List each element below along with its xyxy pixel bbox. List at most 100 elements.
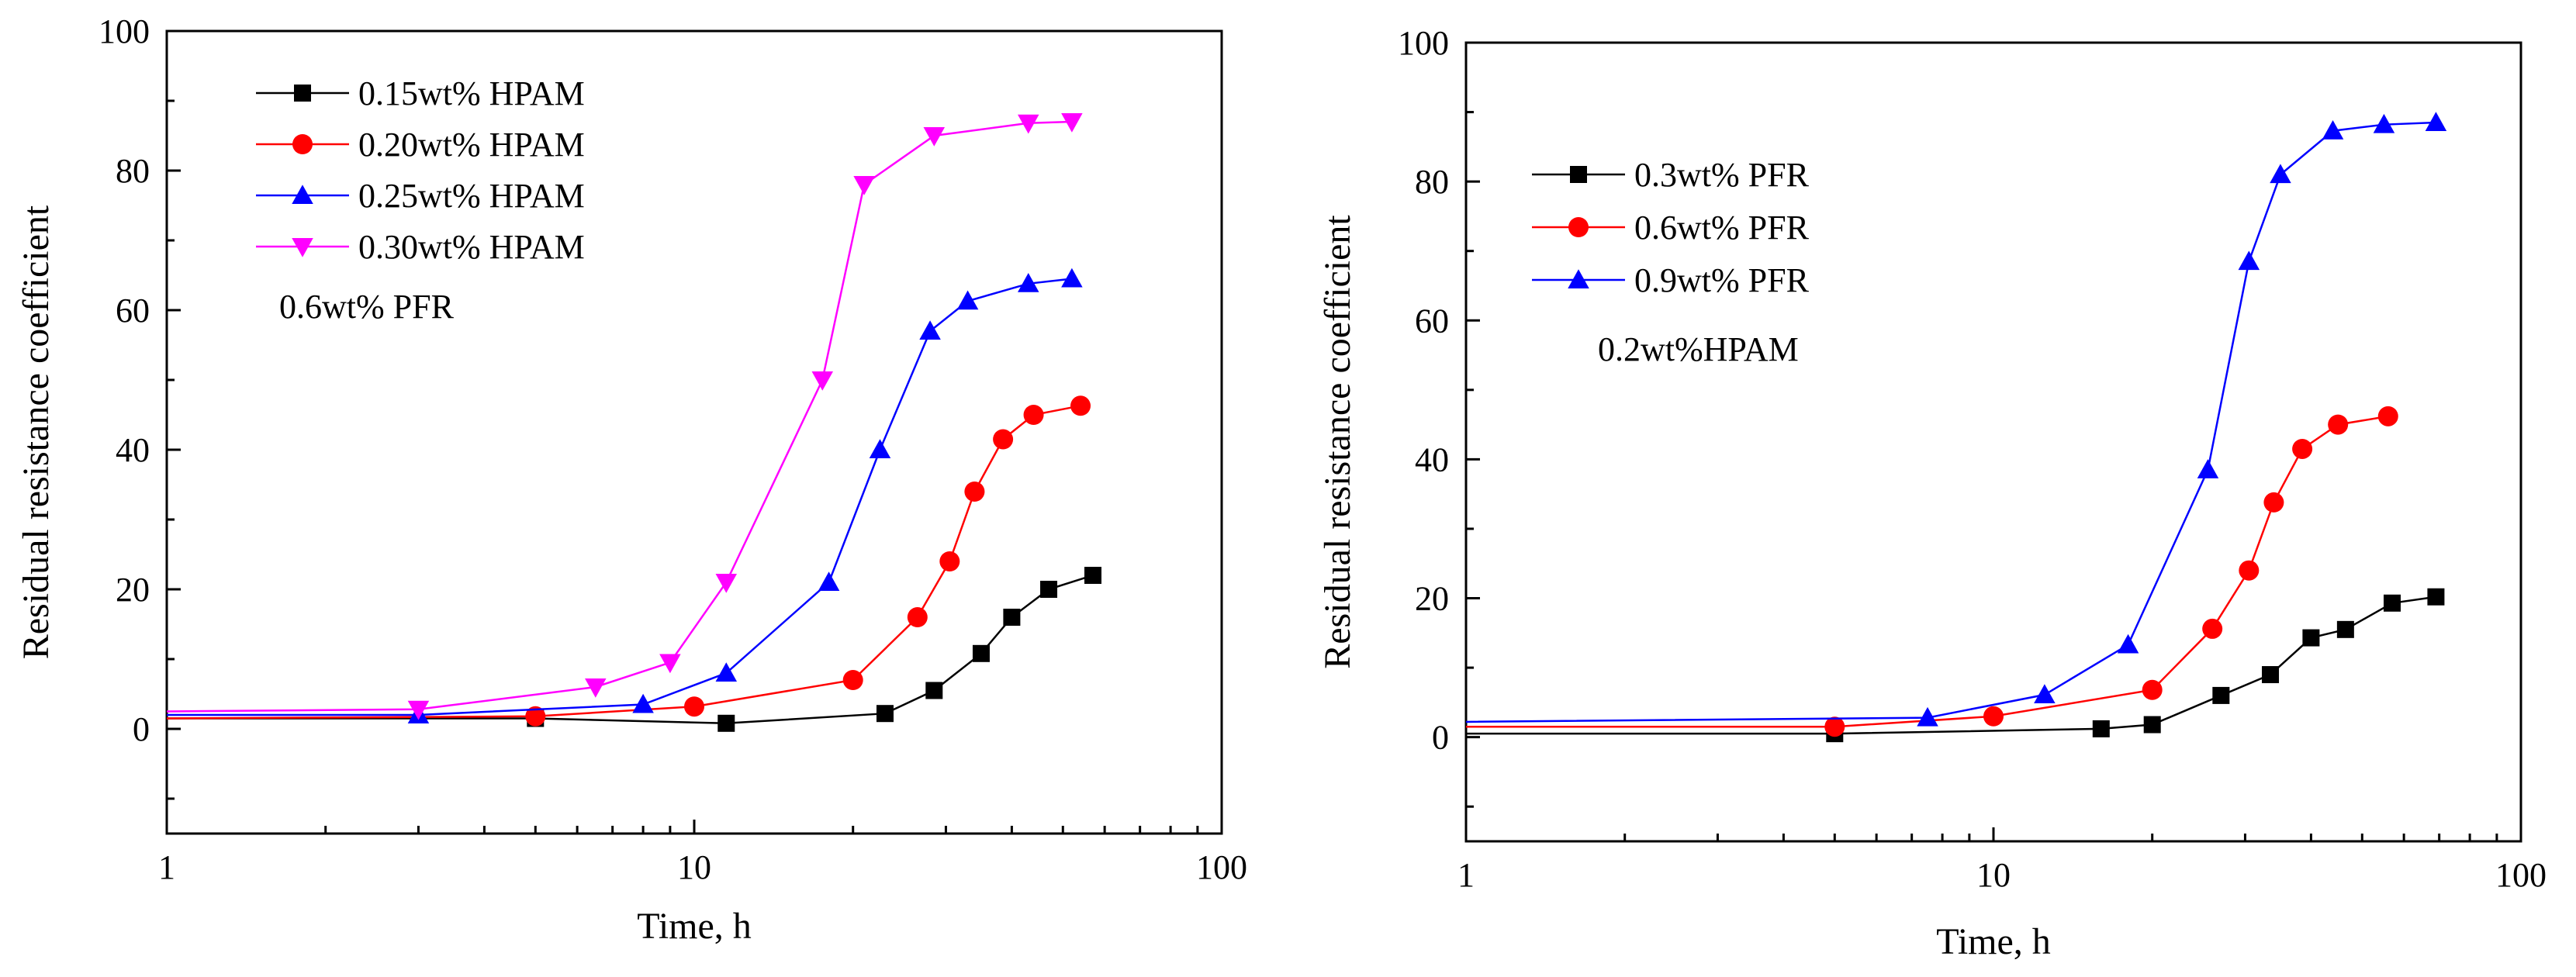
data-point: [2425, 112, 2447, 131]
data-point: [2373, 113, 2395, 133]
data-point: [659, 654, 681, 674]
x-tick-label: 100: [1196, 848, 1247, 886]
data-point: [876, 705, 894, 723]
y-tick-label: 40: [1415, 440, 1449, 478]
data-point: [2117, 633, 2139, 654]
legend-label: 0.25wt% HPAM: [358, 177, 585, 215]
legend-label: 0.9wt% PFR: [1634, 261, 1810, 299]
y-tick-label: 80: [116, 152, 150, 190]
series-line: [167, 278, 1073, 716]
data-point: [1568, 217, 1589, 237]
data-point: [292, 238, 313, 257]
y-tick-label: 80: [1415, 163, 1449, 201]
data-point: [1568, 269, 1589, 288]
data-point: [2262, 666, 2280, 684]
data-point: [1570, 166, 1587, 183]
data-point: [842, 670, 863, 690]
data-point: [2143, 716, 2161, 734]
data-point: [2336, 620, 2354, 638]
data-point: [2212, 686, 2230, 704]
data-point: [1917, 706, 1938, 727]
series-line: [1465, 121, 2436, 723]
data-point: [993, 429, 1014, 450]
data-point: [2239, 560, 2260, 581]
legend-label: 0.6wt% PFR: [1634, 209, 1810, 247]
data-point: [2383, 594, 2401, 612]
data-point: [585, 678, 607, 698]
data-point: [1003, 609, 1021, 626]
data-point: [1018, 273, 1039, 292]
data-point: [2427, 588, 2445, 606]
y-tick-label: 0: [1432, 719, 1449, 757]
y-tick-label: 20: [1415, 580, 1449, 618]
x-tick-label: 10: [1976, 856, 2011, 894]
x-tick-label: 1: [1457, 856, 1475, 894]
data-point: [1061, 268, 1083, 288]
data-point: [2034, 684, 2056, 704]
data-point: [2197, 459, 2219, 478]
legend-label: 0.30wt% HPAM: [358, 228, 585, 266]
data-point: [2142, 679, 2163, 700]
y-tick-label: 40: [116, 431, 150, 469]
y-axis-title: Residual resistance coefficient: [1317, 215, 1358, 669]
data-point: [869, 439, 891, 458]
series-line: [167, 574, 1094, 725]
data-point: [1040, 581, 1058, 598]
data-point: [1983, 706, 2004, 727]
data-point: [1023, 405, 1044, 425]
data-point: [292, 134, 313, 154]
data-point: [292, 185, 313, 204]
data-point: [2092, 720, 2110, 737]
data-point: [919, 320, 941, 340]
data-point: [2263, 492, 2284, 513]
y-tick-label: 0: [133, 710, 150, 748]
data-point: [294, 85, 311, 102]
data-point: [853, 176, 875, 195]
data-point: [2202, 618, 2223, 639]
chart-annotation: 0.6wt% PFR: [279, 288, 455, 326]
y-tick-label: 60: [1415, 302, 1449, 340]
series-line: [166, 120, 1072, 713]
data-point: [964, 482, 985, 502]
y-axis-title: Residual resistance coefficient: [16, 205, 57, 659]
data-point: [715, 662, 738, 682]
series-line: [1466, 415, 2388, 728]
data-point: [632, 693, 654, 713]
data-point: [923, 127, 946, 147]
y-tick-label: 60: [116, 292, 150, 330]
y-tick-label: 100: [99, 12, 150, 50]
data-point: [2377, 406, 2398, 426]
x-tick-label: 100: [2495, 856, 2547, 894]
x-axis-title: Time, h: [637, 906, 752, 947]
data-point: [972, 644, 990, 662]
chart-annotation: 0.2wt%HPAM: [1598, 330, 1799, 368]
data-point: [1018, 114, 1039, 134]
data-point: [1824, 716, 1845, 737]
data-point: [956, 290, 979, 310]
data-point: [925, 682, 943, 699]
x-axis-title: Time, h: [1936, 921, 2051, 962]
data-point: [2322, 119, 2344, 140]
y-tick-label: 100: [1398, 24, 1449, 62]
data-point: [407, 700, 430, 720]
data-point: [1070, 395, 1091, 416]
data-point: [2270, 164, 2291, 184]
chart-panel-left: 0 20 40 60 80 100 1 10 100 Time, h Residual resist…: [16, 12, 1247, 947]
data-point: [2302, 629, 2320, 647]
series-line: [1466, 596, 2436, 735]
x-tick-label: 1: [158, 848, 175, 886]
legend-label: 0.20wt% HPAM: [358, 126, 585, 164]
series-line: [166, 405, 1081, 720]
data-point: [2238, 250, 2260, 271]
chart-panel-right: 0 20 40 60 80 100 1 10 100 Time, h Residual resist…: [1317, 24, 2547, 962]
data-point: [818, 571, 840, 591]
legend-label: 0.15wt% HPAM: [358, 74, 585, 112]
data-point: [2328, 414, 2349, 435]
data-point: [1084, 567, 1101, 584]
data-point: [939, 551, 960, 571]
y-tick-label: 20: [116, 571, 150, 609]
data-point: [684, 696, 704, 717]
data-point: [811, 371, 834, 391]
data-point: [717, 714, 735, 732]
